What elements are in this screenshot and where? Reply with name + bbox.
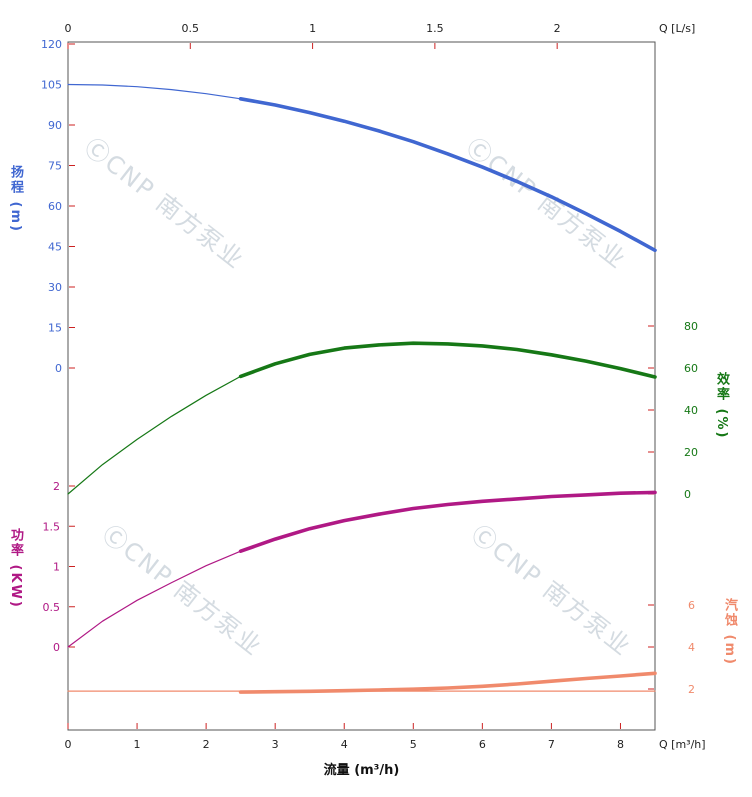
top-axis-tick-label: 1.5 [426,22,444,35]
curve-efficiency-thin [67,375,242,495]
head-axis-tick-label: 15 [48,322,62,335]
power-axis-tick-label: 1 [53,561,60,574]
bottom-axis-tick-label: 6 [479,738,486,751]
curve-efficiency-thick [238,341,657,379]
top-axis-tick-label: 0.5 [182,22,200,35]
power-axis-tick-label: 2 [53,480,60,493]
x-axis-title: 流量 (m³/h) [324,762,400,778]
curve-head-thin [67,83,242,100]
plot-border [67,41,656,731]
bottom-axis-tick-label: 0 [65,738,72,751]
top-axis-tick-label: 1 [309,22,316,35]
head-axis-title: 扬程 (m) [8,165,23,233]
curve-npsh-thick [238,671,657,694]
bottom-axis-unit-label: Q [m³/h] [659,738,706,751]
head-axis-tick-label: 0 [55,362,62,375]
efficiency-axis-tick-label: 0 [684,488,691,501]
efficiency-axis-title: 效率 (%) [714,372,729,440]
power-axis-tick-label: 0.5 [43,601,61,614]
head-axis-tick-label: 75 [48,160,62,173]
bottom-axis-tick-label: 3 [272,738,279,751]
top-axis-unit-label: Q [L/s] [659,22,695,35]
bottom-axis-tick-label: 7 [548,738,555,751]
npsh-axis-tick-label: 6 [688,599,695,612]
bottom-axis-tick-label: 1 [134,738,141,751]
head-axis-tick-label: 90 [48,119,62,132]
bottom-axis-tick-label: 4 [341,738,348,751]
npsh-axis-title: 汽蚀 (m) [722,598,737,666]
bottom-axis-tick-label: 5 [410,738,417,751]
head-axis-tick-label: 60 [48,200,62,213]
curve-power-thin [67,550,242,648]
efficiency-axis-tick-label: 20 [684,446,698,459]
npsh-axis-tick-label: 4 [688,641,695,654]
efficiency-axis-tick-label: 60 [684,362,698,375]
head-axis-tick-label: 30 [48,281,62,294]
top-axis-tick-label: 2 [554,22,561,35]
top-axis-tick-label: 0 [65,22,72,35]
power-axis-tick-label: 0 [53,641,60,654]
bottom-axis-tick-label: 2 [203,738,210,751]
bottom-axis-tick-label: 8 [617,738,624,751]
power-axis-title: 功率 (KW) [8,528,23,609]
head-axis-tick-label: 45 [48,241,62,254]
efficiency-axis-tick-label: 80 [684,320,698,333]
curve-head-thick [238,97,657,253]
npsh-axis-tick-label: 2 [688,683,695,696]
power-axis-tick-label: 1.5 [43,520,61,533]
efficiency-axis-tick-label: 40 [684,404,698,417]
curve-power-thick [238,490,657,553]
head-axis-tick-label: 105 [41,79,62,92]
head-axis-tick-label: 120 [41,38,62,51]
